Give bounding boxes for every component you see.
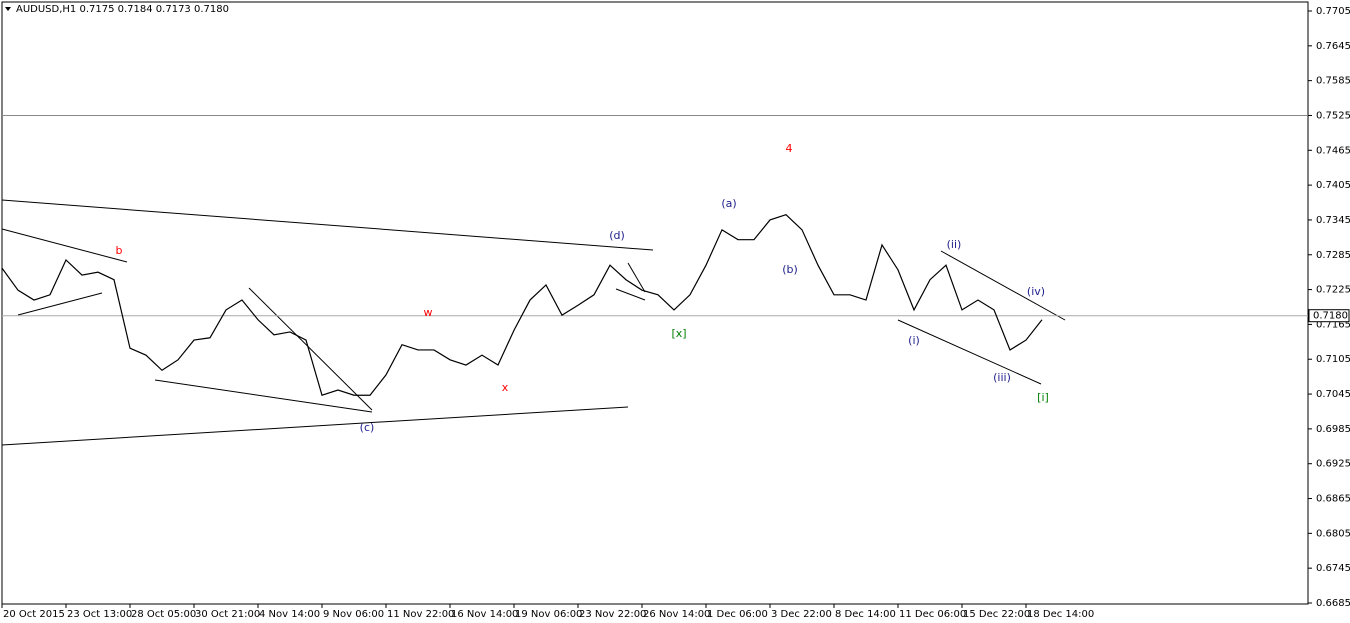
wave-label: x (502, 381, 509, 394)
x-tick-label: 11 Dec 06:00 (899, 609, 966, 620)
y-tick-label: 0.6745 (1316, 563, 1350, 574)
trendlines (1, 199, 1066, 446)
wave-label: [x] (671, 327, 686, 340)
x-tick-label: 15 Dec 22:00 (963, 609, 1030, 620)
y-tick-label: 0.7465 (1316, 145, 1350, 156)
y-tick-label: 0.7405 (1316, 180, 1350, 191)
x-tick-label: 28 Oct 05:00 (131, 609, 196, 620)
wave-label: (d) (609, 229, 625, 242)
y-tick-label: 0.7345 (1316, 215, 1350, 226)
y-tick-label: 0.6865 (1316, 494, 1350, 505)
y-tick-label: 0.7285 (1316, 250, 1350, 261)
y-tick-label: 0.7645 (1316, 41, 1350, 52)
wave-label: (i) (908, 334, 920, 347)
y-tick-label: 0.6925 (1316, 459, 1350, 470)
price-line (1, 214, 1043, 396)
wave-label: 4 (786, 142, 793, 155)
x-tick-label: 20 Oct 2015 (3, 609, 65, 620)
wave-label: [i] (1037, 391, 1049, 404)
wave-label: (a) (721, 197, 736, 210)
y-tick-label: 0.7525 (1316, 110, 1350, 121)
y-tick-label: 0.6685 (1316, 598, 1350, 609)
trendline (627, 262, 646, 293)
x-tick-label: 30 Oct 21:00 (195, 609, 260, 620)
x-tick-label: 3 Dec 22:00 (771, 609, 832, 620)
x-tick-label: 23 Oct 13:00 (67, 609, 132, 620)
y-tick-label: 0.7705 (1316, 6, 1350, 17)
x-tick-label: 9 Nov 06:00 (323, 609, 384, 620)
trendline (1, 228, 128, 263)
current-price-label: 0.7180 (1313, 311, 1348, 322)
x-tick-label: 16 Nov 14:00 (451, 609, 518, 620)
x-tick-label: 18 Dec 14:00 (1027, 609, 1094, 620)
wave-label: (iv) (1027, 285, 1045, 298)
wave-label: (b) (782, 263, 798, 276)
trendline (940, 250, 1066, 321)
x-tick-label: 4 Nov 14:00 (259, 609, 320, 620)
trendline (615, 288, 646, 301)
y-tick-label: 0.6985 (1316, 424, 1350, 435)
wave-label: b (116, 244, 123, 257)
trendline (154, 379, 373, 413)
y-tick-label: 0.6805 (1316, 528, 1350, 539)
x-tick-label: 11 Nov 22:00 (387, 609, 454, 620)
y-tick-label: 0.7225 (1316, 285, 1350, 296)
x-tick-label: 8 Dec 14:00 (835, 609, 896, 620)
x-tick-label: 19 Nov 06:00 (515, 609, 582, 620)
trendline (897, 319, 1042, 385)
y-tick-label: 0.7105 (1316, 354, 1350, 365)
symbol-menu[interactable] (5, 7, 11, 11)
y-tick-label: 0.7585 (1316, 76, 1350, 87)
y-tick-label: 0.7045 (1316, 389, 1350, 400)
x-tick-label: 26 Nov 14:00 (643, 609, 710, 620)
wave-label: w (424, 306, 433, 319)
x-tick-label: 1 Dec 06:00 (707, 609, 768, 620)
y-tick-label: 0.7165 (1316, 319, 1350, 330)
x-tick-label: 23 Nov 22:00 (579, 609, 646, 620)
plot-frame (1, 1, 1309, 605)
wave-label: (iii) (993, 371, 1011, 384)
chart-title: AUDUSD,H1 0.7175 0.7184 0.7173 0.7180 (16, 4, 229, 15)
trendline (1, 406, 629, 446)
trendline (248, 287, 373, 411)
wave-label: (c) (360, 421, 375, 434)
trendline (17, 292, 103, 316)
current-price-box (1308, 309, 1350, 323)
trendline (1, 199, 654, 251)
wave-label: (ii) (947, 238, 962, 251)
